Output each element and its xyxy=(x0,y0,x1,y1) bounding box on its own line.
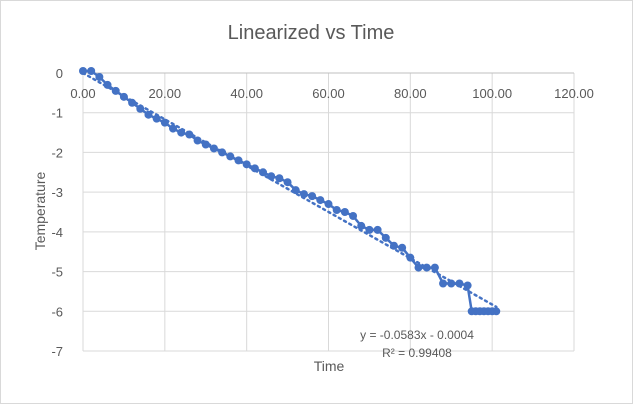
data-point xyxy=(119,92,128,101)
data-point xyxy=(226,152,235,161)
y-tick-label: -7 xyxy=(51,344,63,359)
data-point xyxy=(430,263,439,272)
data-point xyxy=(381,233,390,242)
data-point xyxy=(267,172,276,181)
data-point xyxy=(185,130,194,139)
data-point xyxy=(136,104,145,113)
data-point xyxy=(242,160,251,169)
trendline-equation: y = -0.0583x - 0.0004 xyxy=(360,328,474,342)
y-tick-label: 0 xyxy=(56,66,63,81)
x-tick-label: 60.00 xyxy=(312,86,345,101)
chart-title: Linearized vs Time xyxy=(228,22,395,44)
data-point xyxy=(414,263,423,272)
data-point xyxy=(152,114,161,123)
data-point xyxy=(234,156,243,165)
data-point xyxy=(349,211,358,220)
y-axis-label: Temperature xyxy=(32,171,48,250)
data-point xyxy=(128,98,137,107)
x-tick-label: 0.00 xyxy=(70,86,95,101)
data-point xyxy=(275,174,284,183)
data-point xyxy=(406,253,415,262)
data-point xyxy=(463,281,472,290)
data-point xyxy=(316,196,325,205)
y-tick-label: -6 xyxy=(51,304,63,319)
x-tick-label: 20.00 xyxy=(149,86,182,101)
y-tick-label: -2 xyxy=(51,145,63,160)
data-point xyxy=(218,148,227,157)
data-point xyxy=(201,140,210,149)
x-tick-label: 120.00 xyxy=(554,86,594,101)
data-point xyxy=(177,128,186,137)
x-tick-label: 80.00 xyxy=(394,86,427,101)
data-point xyxy=(340,208,349,216)
y-tick-label: -1 xyxy=(51,106,63,121)
data-point xyxy=(111,86,120,95)
data-point xyxy=(439,279,448,288)
data-point xyxy=(87,67,96,76)
data-point xyxy=(291,186,300,195)
data-point xyxy=(95,72,104,81)
data-series xyxy=(79,67,501,316)
data-point xyxy=(79,67,87,76)
data-point xyxy=(365,225,374,234)
series-line xyxy=(83,69,497,313)
data-point xyxy=(332,206,341,215)
data-point xyxy=(455,279,464,288)
data-point xyxy=(193,136,202,145)
data-point xyxy=(144,110,153,119)
data-point xyxy=(169,124,178,133)
data-point xyxy=(373,225,382,234)
data-point xyxy=(398,243,407,252)
y-tick-label: -4 xyxy=(51,225,63,240)
data-point xyxy=(324,200,333,209)
data-point xyxy=(250,164,259,173)
data-point xyxy=(492,307,501,316)
x-tick-label: 40.00 xyxy=(230,86,263,101)
data-point xyxy=(259,168,268,177)
data-point xyxy=(299,190,308,199)
data-point xyxy=(357,221,366,230)
data-point xyxy=(160,118,169,127)
y-tick-label: -5 xyxy=(51,265,63,280)
data-point xyxy=(389,241,398,250)
y-tick-label: -3 xyxy=(51,185,63,200)
data-point xyxy=(103,80,112,89)
data-point xyxy=(209,144,218,153)
data-point xyxy=(283,178,292,187)
data-point xyxy=(422,263,431,272)
data-point xyxy=(447,279,456,288)
tick-labels: 0 -1 -2 -3 -4 -5 -6 -7 0.00 20.00 40.00 60.00 80.00 1… xyxy=(51,66,593,359)
x-tick-label: 100.00 xyxy=(472,86,512,101)
x-axis-label: Time xyxy=(314,358,345,374)
trendline-r-squared: R² = 0.99408 xyxy=(382,346,452,360)
data-point xyxy=(308,192,317,201)
